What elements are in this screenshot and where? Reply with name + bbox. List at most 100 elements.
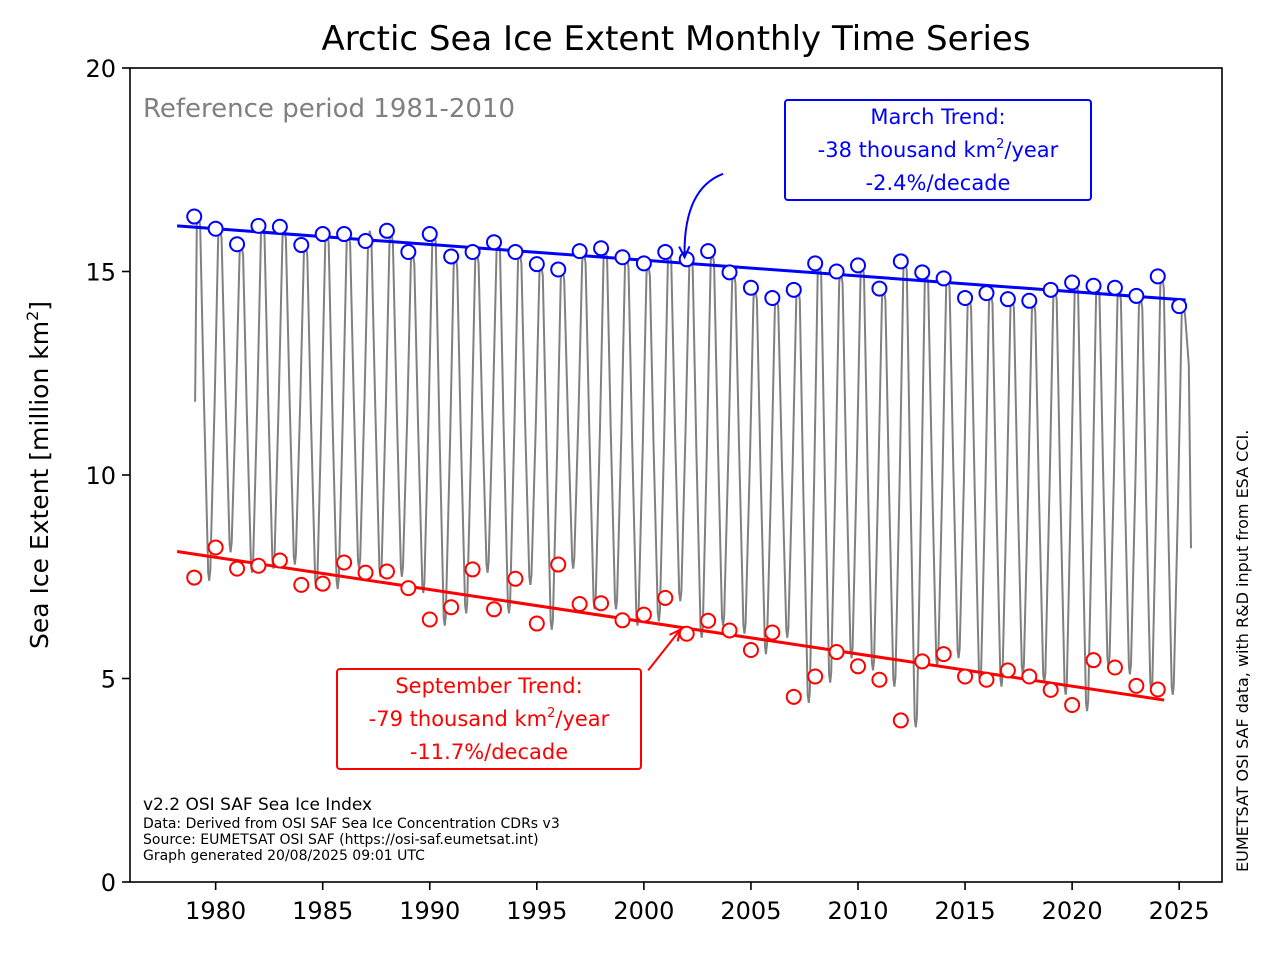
september-point [378,563,395,580]
march-trend-percent: -2.4%/decade [865,171,1011,195]
march-trend-rate-end: /year [1004,138,1059,162]
september-point [229,560,246,577]
march-point [593,240,610,257]
september-point [828,644,845,661]
y-tick-label: 5 [101,666,116,694]
march-point [207,220,224,237]
reference-period-text: Reference period 1981-2010 [143,94,515,124]
y-axis-label: Sea Ice Extent [million km2] [23,301,54,649]
march-point [914,264,931,281]
march-point [229,236,246,253]
september-point [507,570,524,587]
march-point [528,256,545,273]
x-tick-label: 2010 [827,897,888,925]
september-point [550,556,567,573]
x-tick-label: 1985 [292,897,353,925]
footer-version: v2.2 OSI SAF Sea Ice Index [143,795,373,815]
september-trend-rate-sup: 2 [547,706,556,721]
y-axis-label-sup: 2 [23,311,42,321]
march-point [1021,292,1038,309]
september-point [464,561,481,578]
march-point [850,257,866,274]
march-point [357,232,374,249]
march-point [742,279,759,296]
september-point [314,575,331,592]
september-point [807,668,824,685]
september-trend-rate-text: -79 thousand km [368,707,548,731]
footer-generated: Graph generated 20/08/2025 09:01 UTC [143,848,425,864]
march-point [464,243,481,260]
y-tick-label: 10 [85,462,116,490]
march-point [1106,279,1123,296]
september-point [635,606,652,623]
march-point [999,291,1016,308]
footer-notes: v2.2 OSI SAF Sea Ice Index Data: Derived… [143,795,560,864]
september-point [593,595,610,612]
september-point [1064,696,1081,713]
september-point [742,642,759,659]
march-point [421,226,438,243]
september-trend-annotation: September Trend: -79 thousand km2/year -… [336,668,642,770]
september-arrow [647,629,682,671]
footer-data: Data: Derived from OSI SAF Sea Ice Conce… [143,816,560,832]
march-point [443,248,460,265]
y-axis-label-text: Sea Ice Extent [million km [25,321,54,649]
september-point [293,576,310,593]
september-point [1128,677,1145,694]
september-point [271,552,288,569]
y-tick-label: 15 [85,259,116,287]
y-tick-label: 20 [85,55,116,83]
september-point [678,625,695,642]
march-point [571,243,588,260]
march-trend-rate-text: -38 thousand km [817,138,997,162]
march-point [807,255,824,272]
march-point [935,270,952,287]
x-tick-label: 1990 [399,897,460,925]
march-point [1085,277,1102,294]
monthly-extent-line [194,214,1192,728]
march-point [507,243,524,260]
march-trend-title: March Trend: [870,105,1006,129]
plot-area [176,172,1192,729]
september-point [443,599,460,616]
september-trend-rate-end: /year [555,707,610,731]
september-point [1149,681,1166,698]
x-tick-label: 2015 [935,897,996,925]
september-point [571,596,588,613]
september-point [186,569,203,586]
september-point [978,671,995,688]
march-point [486,234,502,251]
march-point [271,218,288,235]
september-point [700,612,717,629]
september-point [999,662,1016,679]
march-point [400,243,417,260]
september-point [914,653,931,670]
x-tick-label: 2025 [1149,897,1210,925]
march-point [1149,268,1166,285]
march-point [892,253,909,270]
march-point [186,208,203,225]
march-arrow [683,172,724,258]
september-arrow-head [669,627,682,642]
march-point [957,289,974,306]
side-credit-text: EUMETSAT OSI SAF data, with R&D input fr… [1233,430,1252,872]
footer-source: Source: EUMETSAT OSI SAF (https://osi-sa… [143,832,539,848]
x-tick-label: 1980 [185,897,246,925]
march-point [721,264,738,281]
axes: 1980 1985 1990 1995 2000 2005 2010 2015 2020 2025… [85,55,1209,925]
september-point [486,601,502,618]
september-point [785,688,802,705]
september-point [1042,681,1059,698]
y-axis-label-end: ] [25,301,54,311]
x-tick-label: 2005 [720,897,781,925]
march-point [293,237,310,254]
september-point [892,712,909,729]
march-trend-rate: -38 thousand km2/year [786,134,1090,167]
march-point [550,261,567,278]
march-trend-annotation: March Trend: -38 thousand km2/year -2.4%… [784,99,1092,201]
march-point [1042,281,1059,298]
september-point [1085,652,1102,669]
september-point [357,564,374,581]
september-point [400,580,417,597]
